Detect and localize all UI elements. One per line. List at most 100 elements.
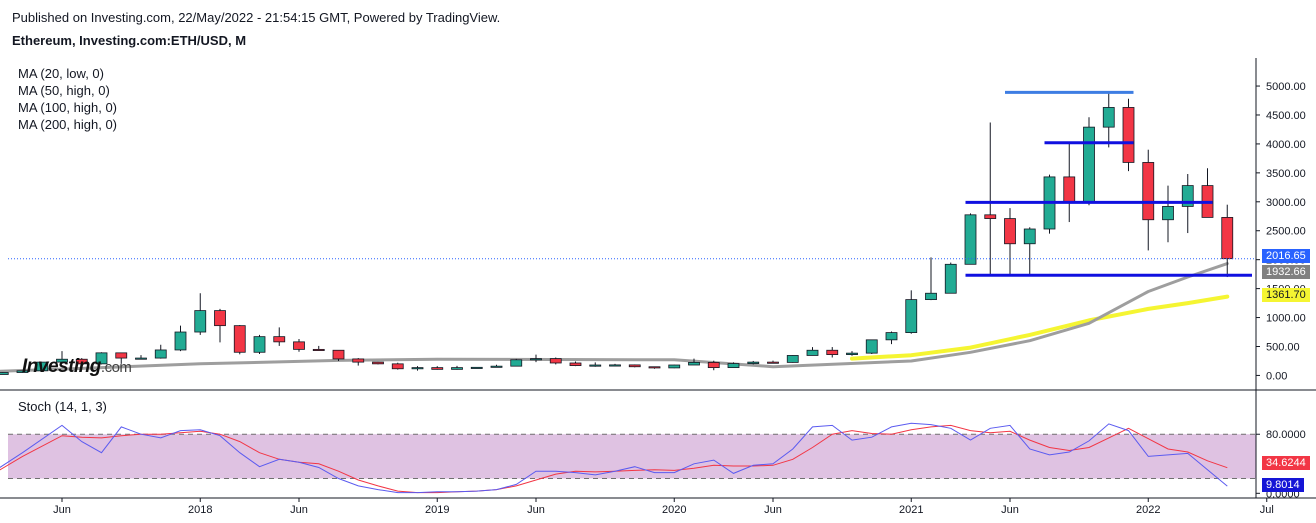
candle-up xyxy=(135,355,147,360)
candle-body xyxy=(451,367,463,370)
price-tick-label: 3000.00 xyxy=(1266,197,1306,209)
candle-body xyxy=(293,341,305,350)
candle-body xyxy=(154,349,167,359)
price-tick-label: 4500.00 xyxy=(1266,110,1306,122)
candle-down xyxy=(352,358,365,366)
time-tick-label: Jun xyxy=(1001,504,1019,516)
candle-down xyxy=(273,327,286,346)
candle-body xyxy=(391,363,404,370)
candle-body xyxy=(925,292,937,301)
candle-up xyxy=(885,331,898,345)
candle-down xyxy=(372,361,384,365)
candle-down xyxy=(1122,98,1135,172)
candle-up xyxy=(727,362,740,369)
ma100-badge: 1932.66 xyxy=(1262,265,1310,279)
candle-body xyxy=(589,364,602,367)
indicator-ma-20[interactable]: MA (20, low, 0) xyxy=(18,66,104,81)
stoch-band xyxy=(8,434,1256,479)
stoch-k-line xyxy=(0,422,1228,494)
stoch-d-line xyxy=(0,424,1228,494)
price-tick-label: 5000.00 xyxy=(1266,81,1306,93)
price-tick-label: 3500.00 xyxy=(1266,168,1306,180)
candle-down xyxy=(431,366,444,370)
candle-down xyxy=(1142,149,1155,251)
candle-body xyxy=(194,310,207,333)
candle-up xyxy=(154,344,167,359)
candle-down xyxy=(826,347,839,358)
stochastic-panel xyxy=(0,422,1256,494)
candle-up xyxy=(510,358,523,367)
candle-down xyxy=(767,360,779,364)
candle-up xyxy=(1083,117,1095,206)
candle-body xyxy=(1162,206,1174,221)
candle-body xyxy=(1102,107,1115,128)
candle-body xyxy=(253,336,266,353)
candle-body xyxy=(470,366,483,369)
candle-up xyxy=(905,290,918,334)
candle-up xyxy=(964,213,977,265)
candle-body xyxy=(628,364,641,368)
candle-body xyxy=(826,349,839,355)
last-price-badge: 2016.65 xyxy=(1262,249,1310,263)
candle-body xyxy=(964,214,977,265)
candle-up xyxy=(0,372,9,375)
time-tick-label: Jun xyxy=(290,504,308,516)
time-tick-label: Jul xyxy=(1260,504,1274,516)
time-tick-label: 2018 xyxy=(188,504,212,516)
candle-body xyxy=(806,349,819,356)
price-tick-label: 2500.00 xyxy=(1266,226,1306,238)
candle-down xyxy=(75,358,88,368)
candle-body xyxy=(707,362,720,369)
candle-up xyxy=(786,355,799,363)
candle-body xyxy=(372,361,384,365)
support-resistance-lines xyxy=(965,90,1252,277)
candle-body xyxy=(786,355,799,363)
candle-body xyxy=(352,358,365,363)
candle-up xyxy=(16,370,29,373)
candle-up xyxy=(194,293,207,335)
candle-up xyxy=(470,366,483,369)
candle-body xyxy=(648,366,661,369)
indicator-ma-100[interactable]: MA (100, high, 0) xyxy=(18,100,117,115)
ma50-badge: 1361.70 xyxy=(1262,288,1310,302)
candle-up xyxy=(865,339,878,355)
candle-body xyxy=(727,363,740,369)
time-tick-label: Jun xyxy=(53,504,71,516)
published-caption: Published on Investing.com, 22/May/2022 … xyxy=(12,10,501,25)
candle-body xyxy=(944,263,957,294)
candle-up xyxy=(1102,93,1115,148)
candle-up xyxy=(253,334,266,355)
candle-down xyxy=(115,352,128,364)
time-tick-label: Jun xyxy=(527,504,545,516)
candle-down xyxy=(549,357,562,365)
stoch-indicator-label[interactable]: Stoch (14, 1, 3) xyxy=(18,399,107,414)
candle-body xyxy=(885,332,898,341)
candle-up xyxy=(36,361,49,372)
candle-body xyxy=(530,358,542,361)
candle-body xyxy=(510,359,523,367)
candle-down xyxy=(628,364,641,368)
candle-body xyxy=(569,362,582,366)
time-tick-label: 2020 xyxy=(662,504,686,516)
candle-up xyxy=(1023,227,1036,276)
candle-body xyxy=(1142,162,1155,221)
candle-body xyxy=(767,361,779,364)
indicator-ma-50[interactable]: MA (50, high, 0) xyxy=(18,83,110,98)
candle-body xyxy=(411,367,424,370)
candle-body xyxy=(905,299,918,333)
candle-body xyxy=(1004,218,1016,245)
stoch-tick-label: 80.0000 xyxy=(1266,429,1306,441)
candle-down xyxy=(214,308,226,343)
candle-body xyxy=(332,349,345,360)
candle-down xyxy=(293,338,305,352)
symbol-title: Ethereum, Investing.com:ETH/USD, M xyxy=(12,33,247,48)
candle-down xyxy=(332,349,345,361)
time-tick-label: Jun xyxy=(764,504,782,516)
candle-up xyxy=(806,347,819,356)
candle-body xyxy=(1023,228,1036,245)
indicator-ma-200[interactable]: MA (200, high, 0) xyxy=(18,117,117,132)
candle-up xyxy=(944,262,957,294)
candle-body xyxy=(233,325,246,353)
candle-up xyxy=(174,325,187,352)
